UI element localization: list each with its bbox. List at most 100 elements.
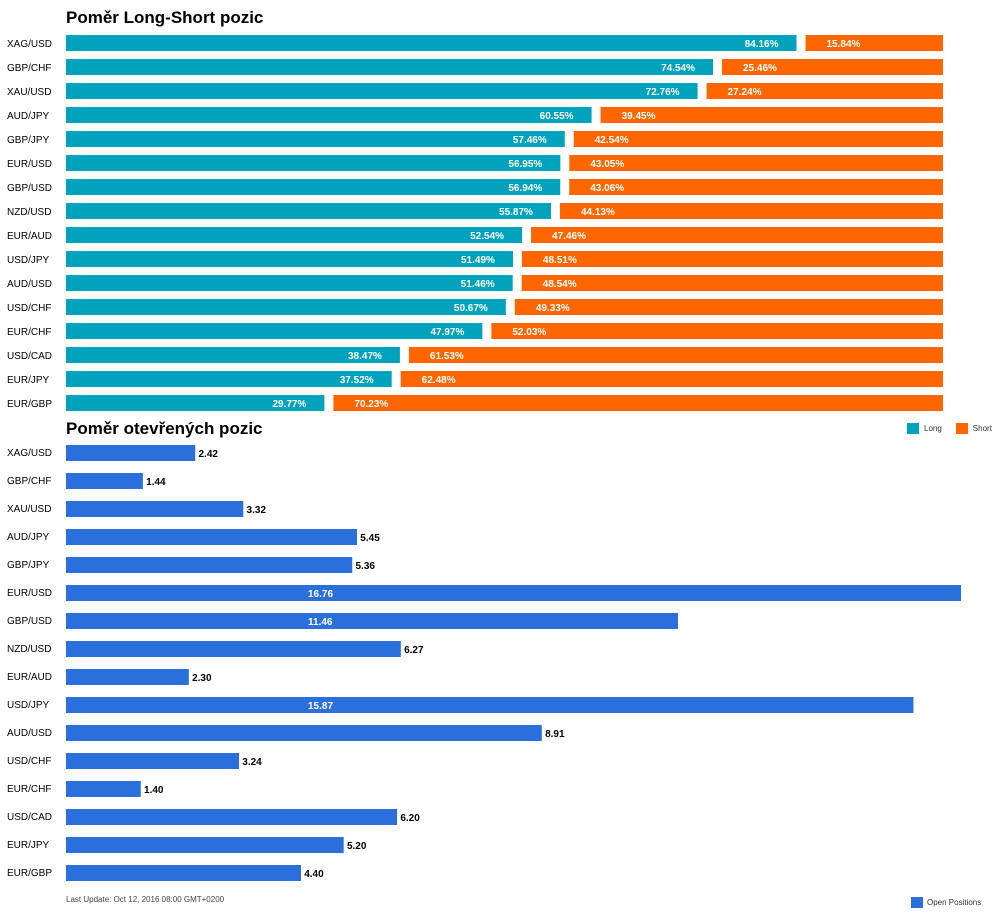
data-label-short-gbp-chf: 25.46% (743, 63, 777, 74)
category-label-aud-jpy: AUD/JPY (7, 111, 50, 122)
bar-open-eur-aud (66, 669, 189, 685)
category-label-eur-usd: EUR/USD (7, 588, 52, 599)
data-label-long-eur-chf: 47.97% (430, 327, 464, 338)
legend-label-open-positions: Open Positions (927, 898, 982, 907)
data-label-open-xau-usd: 3.32 (247, 505, 267, 516)
data-label-open-gbp-usd: 11.46 (308, 617, 333, 628)
bar-short-aud-jpy (600, 107, 943, 123)
category-label-eur-gbp: EUR/GBP (7, 399, 52, 410)
bar-short-usd-cad (408, 347, 944, 363)
data-label-long-usd-cad: 38.47% (348, 351, 382, 362)
category-label-usd-cad: USD/CAD (7, 812, 52, 823)
bar-open-xag-usd (66, 445, 196, 461)
category-label-xag-usd: XAG/USD (7, 39, 52, 50)
data-label-long-xag-usd: 84.16% (745, 39, 779, 50)
bar-long-eur-chf (66, 323, 483, 339)
category-label-eur-chf: EUR/CHF (7, 327, 51, 338)
data-label-open-nzd-usd: 6.27 (404, 645, 424, 656)
category-label-aud-jpy: AUD/JPY (7, 532, 50, 543)
category-label-usd-jpy: USD/JPY (7, 700, 50, 711)
legend-swatch-open-positions (911, 897, 923, 908)
category-label-nzd-usd: NZD/USD (7, 207, 51, 218)
category-label-usd-jpy: USD/JPY (7, 255, 50, 266)
category-label-aud-usd: AUD/USD (7, 728, 52, 739)
bar-long-nzd-usd (66, 203, 551, 219)
data-label-short-aud-jpy: 39.45% (622, 111, 656, 122)
bar-long-gbp-chf (66, 59, 714, 75)
category-label-xau-usd: XAU/USD (7, 504, 51, 515)
bar-open-usd-chf (66, 753, 240, 769)
bar-short-eur-usd (569, 155, 943, 171)
legend-swatch-short (955, 423, 968, 434)
data-label-short-usd-jpy: 48.51% (543, 255, 577, 266)
bar-long-eur-usd (66, 155, 561, 171)
category-label-eur-jpy: EUR/JPY (7, 375, 50, 386)
data-label-open-eur-jpy: 5.20 (347, 841, 367, 852)
data-label-long-nzd-usd: 55.87% (499, 207, 533, 218)
data-label-short-nzd-usd: 44.13% (581, 207, 615, 218)
data-label-long-gbp-chf: 74.54% (661, 63, 695, 74)
data-label-short-eur-aud: 47.46% (552, 231, 586, 242)
bar-short-eur-jpy (400, 371, 944, 387)
category-label-gbp-jpy: GBP/JPY (7, 560, 50, 571)
bar-short-eur-chf (491, 323, 943, 339)
bar-long-xau-usd (66, 83, 698, 99)
bar-long-usd-jpy (66, 251, 513, 267)
bar-long-gbp-usd (66, 179, 561, 195)
data-label-open-eur-aud: 2.30 (192, 673, 212, 684)
open-positions-legend: Open Positions (911, 897, 981, 908)
bar-open-usd-cad (66, 809, 398, 825)
bar-long-aud-jpy (66, 107, 592, 123)
bar-open-aud-usd (66, 725, 542, 741)
data-label-open-eur-usd: 16.76 (308, 589, 333, 600)
data-label-short-gbp-usd: 43.06% (590, 183, 624, 194)
category-label-gbp-chf: GBP/CHF (7, 63, 51, 74)
category-label-usd-chf: USD/CHF (7, 303, 51, 314)
category-label-eur-aud: EUR/AUD (7, 672, 52, 683)
data-label-long-aud-jpy: 60.55% (540, 111, 574, 122)
bar-open-eur-jpy (66, 837, 344, 853)
data-label-open-gbp-chf: 1.44 (146, 477, 166, 488)
bar-long-usd-chf (66, 299, 506, 315)
data-label-short-usd-cad: 61.53% (430, 351, 464, 362)
bar-open-eur-gbp (66, 865, 301, 881)
data-label-short-gbp-jpy: 42.54% (595, 135, 629, 146)
category-label-usd-cad: USD/CAD (7, 351, 52, 362)
category-label-eur-chf: EUR/CHF (7, 784, 51, 795)
open-positions-chart: XAG/USD 2.42 GBP/CHF 1.44 XAU/USD 3.32 AUD/JPY… (7, 445, 961, 881)
category-label-eur-usd: EUR/USD (7, 159, 52, 170)
category-label-gbp-usd: GBP/USD (7, 616, 52, 627)
bar-open-gbp-usd (66, 613, 678, 629)
data-label-short-eur-chf: 52.03% (512, 327, 546, 338)
bar-short-usd-chf (514, 299, 943, 315)
category-label-nzd-usd: NZD/USD (7, 644, 51, 655)
data-label-long-eur-aud: 52.54% (470, 231, 504, 242)
last-update-text: Last Update: Oct 12, 2016 08:00 GMT+0200 (66, 895, 225, 904)
open-positions-chart-title: Poměr otevřených pozic (66, 419, 263, 438)
data-label-open-xag-usd: 2.42 (198, 449, 218, 460)
data-label-long-eur-jpy: 37.52% (340, 375, 374, 386)
data-label-long-gbp-jpy: 57.46% (513, 135, 547, 146)
data-label-short-aud-usd: 48.54% (543, 279, 577, 290)
legend-swatch-long (907, 423, 919, 434)
data-label-open-gbp-jpy: 5.36 (355, 561, 375, 572)
data-label-long-gbp-usd: 56.94% (508, 183, 542, 194)
bar-short-gbp-jpy (573, 131, 943, 147)
category-label-eur-aud: EUR/AUD (7, 231, 52, 242)
category-label-xag-usd: XAG/USD (7, 448, 52, 459)
bar-open-nzd-usd (66, 641, 401, 657)
category-label-eur-jpy: EUR/JPY (7, 840, 50, 851)
data-label-short-eur-usd: 43.05% (590, 159, 624, 170)
data-label-open-eur-gbp: 4.40 (304, 869, 324, 880)
bar-open-eur-usd (66, 585, 961, 601)
bar-open-xau-usd (66, 501, 244, 517)
long-short-legend: Long Short (907, 423, 993, 434)
bar-short-xau-usd (706, 83, 943, 99)
data-label-short-xau-usd: 27.24% (728, 87, 762, 98)
data-label-open-usd-chf: 3.24 (242, 757, 262, 768)
bar-short-eur-aud (531, 227, 943, 243)
legend-item-short: Short (955, 423, 992, 434)
data-label-long-usd-chf: 50.67% (454, 303, 488, 314)
data-label-open-eur-chf: 1.40 (144, 785, 164, 796)
